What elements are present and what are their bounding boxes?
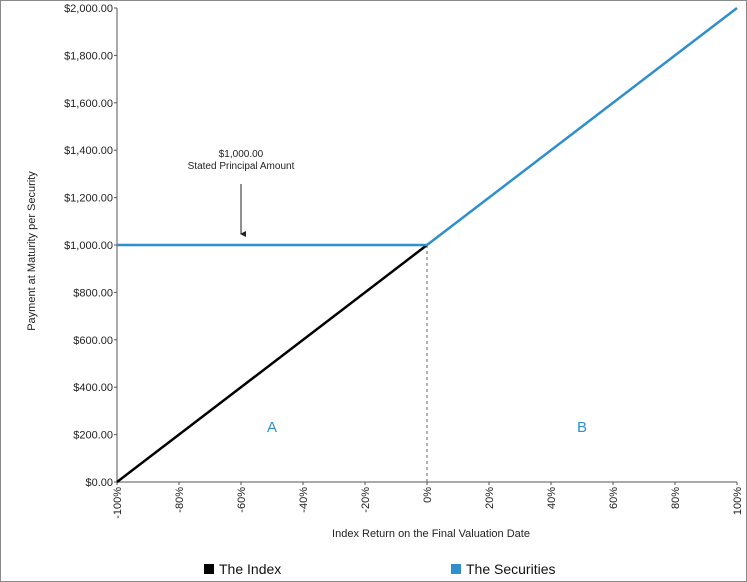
y-tick-label: $400.00 (73, 382, 113, 394)
y-tick-label: $1,200.00 (64, 193, 113, 205)
legend-item-index: The Index (204, 561, 281, 577)
y-axis-title: Payment at Maturity per Security (26, 171, 38, 331)
x-tick-label: -20% (360, 487, 372, 513)
series-securities-line (117, 7, 738, 247)
x-tick-label: 80% (670, 487, 682, 509)
x-tick-label: 40% (546, 487, 558, 509)
region-b-label: B (577, 419, 587, 436)
principal-caption-label: Stated Principal Amount (188, 161, 295, 172)
x-tick-label: 20% (484, 487, 496, 509)
payoff-chart: $0.00 $200.00 $400.00 $600.00 $800.00 $1,000.… (26, 3, 744, 540)
legend-item-securities: The Securities (451, 561, 555, 577)
y-tick-label: $600.00 (73, 335, 113, 347)
x-tick-label: -40% (298, 487, 310, 513)
y-tick-label: $1,400.00 (64, 145, 113, 157)
x-tick-label: -80% (174, 487, 186, 513)
y-tick-label: $1,600.00 (64, 98, 113, 110)
series-index-line (116, 244, 428, 483)
x-tick-label: -60% (236, 487, 248, 513)
y-tick-label: $1,000.00 (64, 240, 113, 252)
x-axis-title: Index Return on the Final Valuation Date (332, 528, 530, 540)
x-tick-label: 100% (732, 487, 744, 515)
legend-swatch-securities (451, 564, 461, 574)
principal-value-label: $1,000.00 (219, 149, 264, 160)
x-tick-label: 60% (608, 487, 620, 509)
y-tick-label: $2,000.00 (64, 3, 113, 15)
legend-label-securities: The Securities (466, 561, 556, 577)
region-a-label: A (267, 419, 277, 436)
legend-swatch-index (204, 564, 214, 574)
y-tick-label: $0.00 (85, 477, 113, 489)
legend-label-index: The Index (219, 561, 282, 577)
x-tick-label: 0% (422, 487, 434, 503)
y-tick-label: $800.00 (73, 287, 113, 299)
legend: The Index The Securities (1, 559, 746, 581)
y-tick-label: $200.00 (73, 430, 113, 442)
y-tick-label: $1,800.00 (64, 50, 113, 62)
x-tick-label: -100% (112, 487, 124, 519)
